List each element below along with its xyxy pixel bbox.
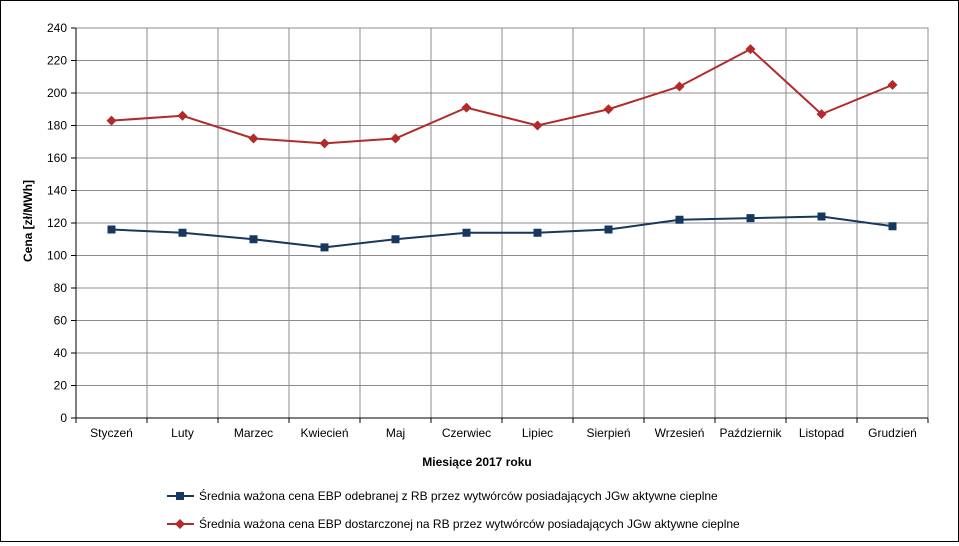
x-tick-label-10: Listopad — [799, 426, 844, 440]
data-point-s1-4 — [391, 235, 400, 244]
y-tick-label-9: 180 — [47, 119, 67, 133]
data-point-s1-5 — [462, 228, 471, 237]
data-point-s2-8 — [674, 81, 685, 92]
grid-layer — [75, 27, 929, 419]
y-tick-label-10: 200 — [47, 86, 67, 100]
legend-marker-series-2 — [175, 519, 185, 529]
data-point-s2-7 — [603, 104, 614, 115]
data-point-s1-2 — [249, 235, 258, 244]
x-tick-label-11: Grudzień — [868, 426, 917, 440]
data-point-s1-3 — [320, 243, 329, 252]
data-point-s1-11 — [888, 222, 897, 231]
legend-label-series-1: Średnia ważona cena EBP odebranej z RB p… — [199, 488, 718, 503]
data-point-s2-10 — [816, 109, 827, 120]
y-tick-label-3: 60 — [54, 314, 68, 328]
data-point-s2-6 — [532, 120, 543, 131]
x-tick-label-6: Lipiec — [522, 426, 553, 440]
series-line-2 — [111, 47, 893, 145]
data-point-s2-3 — [319, 138, 330, 149]
label-layer: 0 20 40 60 80 100 120 140 160 180 200 220 240 Styczeń… — [47, 21, 917, 440]
y-tick-label-6: 120 — [47, 216, 67, 230]
y-tick-label-11: 220 — [47, 54, 67, 68]
y-tick-label-7: 140 — [47, 184, 67, 198]
data-point-s1-9 — [746, 214, 755, 223]
y-tick-label-5: 100 — [47, 249, 67, 263]
y-axis-title: Cena [zł/MWh] — [21, 180, 35, 262]
series-layer — [106, 44, 898, 252]
y-tick-label-0: 0 — [60, 411, 67, 425]
x-tick-label-3: Kwiecień — [300, 426, 348, 440]
data-point-s2-2 — [248, 133, 259, 144]
data-point-s1-7 — [604, 225, 613, 234]
x-tick-label-8: Wrzesień — [655, 426, 705, 440]
x-tick-label-4: Maj — [386, 426, 405, 440]
legend-label-series-2: Średnia ważona cena EBP dostarczonej na … — [199, 516, 740, 531]
data-point-s2-1 — [177, 110, 188, 121]
x-axis-title: Miesiące 2017 roku — [422, 455, 531, 469]
data-point-s2-4 — [390, 133, 401, 144]
x-tick-label-2: Marzec — [234, 426, 273, 440]
data-point-s2-9 — [745, 44, 756, 55]
axis-layer — [71, 27, 929, 423]
x-tick-label-1: Luty — [171, 426, 194, 440]
y-tick-label-1: 20 — [54, 379, 68, 393]
legend: Średnia ważona cena EBP odebranej z RB p… — [167, 488, 740, 531]
data-point-s1-8 — [675, 215, 684, 224]
data-point-s2-11 — [887, 79, 898, 90]
legend-entry-series-2: Średnia ważona cena EBP dostarczonej na … — [167, 516, 740, 531]
y-tick-label-12: 240 — [47, 21, 67, 35]
data-point-s1-6 — [533, 228, 542, 237]
x-tick-label-7: Sierpień — [586, 426, 630, 440]
y-tick-label-2: 40 — [54, 346, 68, 360]
data-point-s2-0 — [106, 115, 117, 126]
legend-marker-series-1 — [176, 492, 184, 500]
data-point-s1-1 — [178, 228, 187, 237]
x-tick-label-9: Październik — [719, 426, 782, 440]
data-point-s1-0 — [107, 225, 116, 234]
y-tick-label-4: 80 — [54, 281, 68, 295]
legend-entry-series-1: Średnia ważona cena EBP odebranej z RB p… — [167, 488, 718, 503]
x-tick-label-0: Styczeń — [90, 426, 133, 440]
x-tick-label-5: Czerwiec — [442, 426, 491, 440]
y-tick-label-8: 160 — [47, 151, 67, 165]
series-line-1 — [111, 215, 893, 249]
data-point-s2-5 — [461, 102, 472, 113]
data-point-s1-10 — [817, 212, 826, 221]
